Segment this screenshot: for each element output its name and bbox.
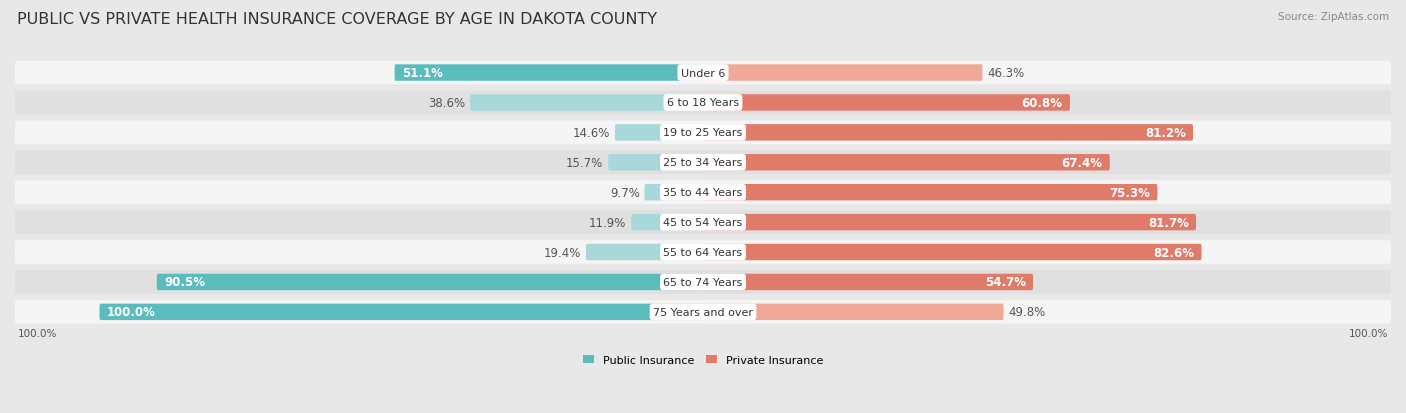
- FancyBboxPatch shape: [703, 274, 1033, 290]
- FancyBboxPatch shape: [470, 95, 703, 112]
- FancyBboxPatch shape: [703, 155, 1109, 171]
- FancyBboxPatch shape: [15, 211, 1391, 234]
- Text: 15.7%: 15.7%: [567, 157, 603, 169]
- FancyBboxPatch shape: [703, 185, 1157, 201]
- Text: 35 to 44 Years: 35 to 44 Years: [664, 188, 742, 198]
- Text: 67.4%: 67.4%: [1062, 157, 1102, 169]
- FancyBboxPatch shape: [703, 244, 1202, 261]
- FancyBboxPatch shape: [15, 300, 1391, 324]
- Text: 81.2%: 81.2%: [1144, 126, 1185, 140]
- Text: 51.1%: 51.1%: [402, 67, 443, 80]
- FancyBboxPatch shape: [15, 121, 1391, 145]
- Text: 38.6%: 38.6%: [427, 97, 465, 110]
- Legend: Public Insurance, Private Insurance: Public Insurance, Private Insurance: [579, 351, 827, 370]
- FancyBboxPatch shape: [703, 95, 1070, 112]
- Text: 25 to 34 Years: 25 to 34 Years: [664, 158, 742, 168]
- FancyBboxPatch shape: [703, 65, 983, 82]
- Text: 90.5%: 90.5%: [165, 276, 205, 289]
- Text: 100.0%: 100.0%: [1348, 329, 1388, 339]
- Text: 45 to 54 Years: 45 to 54 Years: [664, 218, 742, 228]
- Text: 19 to 25 Years: 19 to 25 Years: [664, 128, 742, 138]
- FancyBboxPatch shape: [15, 151, 1391, 175]
- FancyBboxPatch shape: [15, 271, 1391, 294]
- Text: PUBLIC VS PRIVATE HEALTH INSURANCE COVERAGE BY AGE IN DAKOTA COUNTY: PUBLIC VS PRIVATE HEALTH INSURANCE COVER…: [17, 12, 657, 27]
- Text: 100.0%: 100.0%: [18, 329, 58, 339]
- FancyBboxPatch shape: [631, 214, 703, 231]
- Text: 6 to 18 Years: 6 to 18 Years: [666, 98, 740, 108]
- FancyBboxPatch shape: [609, 155, 703, 171]
- Text: 54.7%: 54.7%: [984, 276, 1026, 289]
- FancyBboxPatch shape: [703, 125, 1194, 141]
- FancyBboxPatch shape: [15, 91, 1391, 115]
- FancyBboxPatch shape: [703, 304, 1004, 320]
- Text: 65 to 74 Years: 65 to 74 Years: [664, 277, 742, 287]
- Text: 60.8%: 60.8%: [1022, 97, 1063, 110]
- Text: 11.9%: 11.9%: [589, 216, 626, 229]
- Text: 49.8%: 49.8%: [1008, 306, 1046, 318]
- Text: Under 6: Under 6: [681, 69, 725, 78]
- Text: 75.3%: 75.3%: [1109, 186, 1150, 199]
- FancyBboxPatch shape: [15, 241, 1391, 264]
- Text: 14.6%: 14.6%: [572, 126, 610, 140]
- Text: 81.7%: 81.7%: [1147, 216, 1189, 229]
- FancyBboxPatch shape: [15, 181, 1391, 204]
- FancyBboxPatch shape: [703, 214, 1197, 231]
- Text: 46.3%: 46.3%: [987, 67, 1025, 80]
- Text: 19.4%: 19.4%: [544, 246, 581, 259]
- FancyBboxPatch shape: [157, 274, 703, 290]
- Text: 55 to 64 Years: 55 to 64 Years: [664, 247, 742, 257]
- FancyBboxPatch shape: [100, 304, 703, 320]
- Text: Source: ZipAtlas.com: Source: ZipAtlas.com: [1278, 12, 1389, 22]
- Text: 100.0%: 100.0%: [107, 306, 156, 318]
- Text: 9.7%: 9.7%: [610, 186, 640, 199]
- FancyBboxPatch shape: [644, 185, 703, 201]
- FancyBboxPatch shape: [614, 125, 703, 141]
- Text: 82.6%: 82.6%: [1153, 246, 1194, 259]
- FancyBboxPatch shape: [395, 65, 703, 82]
- FancyBboxPatch shape: [15, 62, 1391, 85]
- Text: 75 Years and over: 75 Years and over: [652, 307, 754, 317]
- FancyBboxPatch shape: [586, 244, 703, 261]
